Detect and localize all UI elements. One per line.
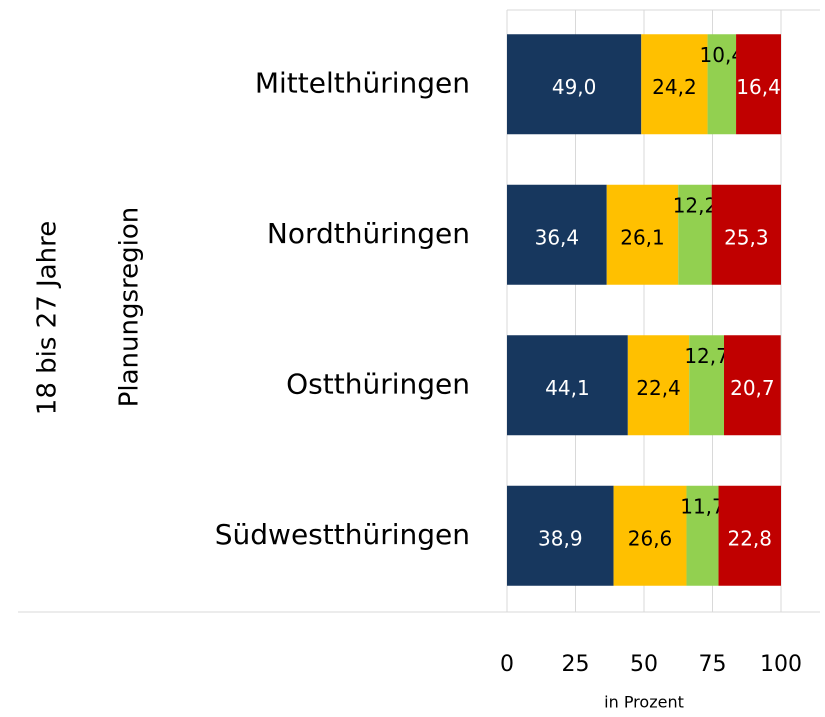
bar-segment xyxy=(507,184,607,285)
bar-segment xyxy=(507,34,642,135)
data-label: 44,1 xyxy=(545,376,590,400)
data-label: 36,4 xyxy=(535,225,580,249)
bar-segment xyxy=(606,184,679,285)
bar-segment xyxy=(641,34,708,135)
x-tick-label: 25 xyxy=(562,652,590,677)
x-axis-label: in Prozent xyxy=(604,693,684,712)
bar-segment xyxy=(724,335,781,436)
bar-segment xyxy=(736,34,781,135)
data-label: 12,7 xyxy=(684,344,729,368)
data-label: 16,4 xyxy=(736,75,781,99)
data-label: 20,7 xyxy=(730,376,775,400)
bar-segment xyxy=(718,485,781,586)
y-tick-label: Ostthüringen xyxy=(286,367,470,400)
bar-segment xyxy=(678,184,712,285)
bar-segment xyxy=(689,335,725,436)
group-label: 18 bis 27 Jahre xyxy=(33,221,63,415)
bar-segment xyxy=(711,184,781,285)
data-label: 22,8 xyxy=(727,526,772,550)
data-label: 24,2 xyxy=(652,75,697,99)
data-label: 11,7 xyxy=(680,494,725,518)
bar-segment xyxy=(507,485,614,586)
group-label: Planungsregion xyxy=(115,207,145,408)
data-label: 12,2 xyxy=(673,193,718,217)
data-label: 26,1 xyxy=(620,225,665,249)
bar-segment xyxy=(686,485,719,586)
x-tick-label: 0 xyxy=(500,652,514,677)
bar-segment xyxy=(613,485,687,586)
data-label: 49,0 xyxy=(552,75,597,99)
bar-segment xyxy=(627,335,690,436)
y-tick-label: Mittelthüringen xyxy=(255,66,470,99)
x-tick-label: 75 xyxy=(699,652,727,677)
y-tick-label: Nordthüringen xyxy=(267,217,470,250)
data-label: 26,6 xyxy=(628,526,673,550)
bar-segment xyxy=(707,34,737,135)
data-label: 22,4 xyxy=(636,376,681,400)
data-label: 38,9 xyxy=(538,526,583,550)
data-label: 25,3 xyxy=(724,225,769,249)
x-tick-label: 50 xyxy=(630,652,658,677)
x-tick-label: 100 xyxy=(760,652,802,677)
bar-segment xyxy=(507,335,628,436)
y-tick-label: Südwestthüringen xyxy=(215,518,470,551)
